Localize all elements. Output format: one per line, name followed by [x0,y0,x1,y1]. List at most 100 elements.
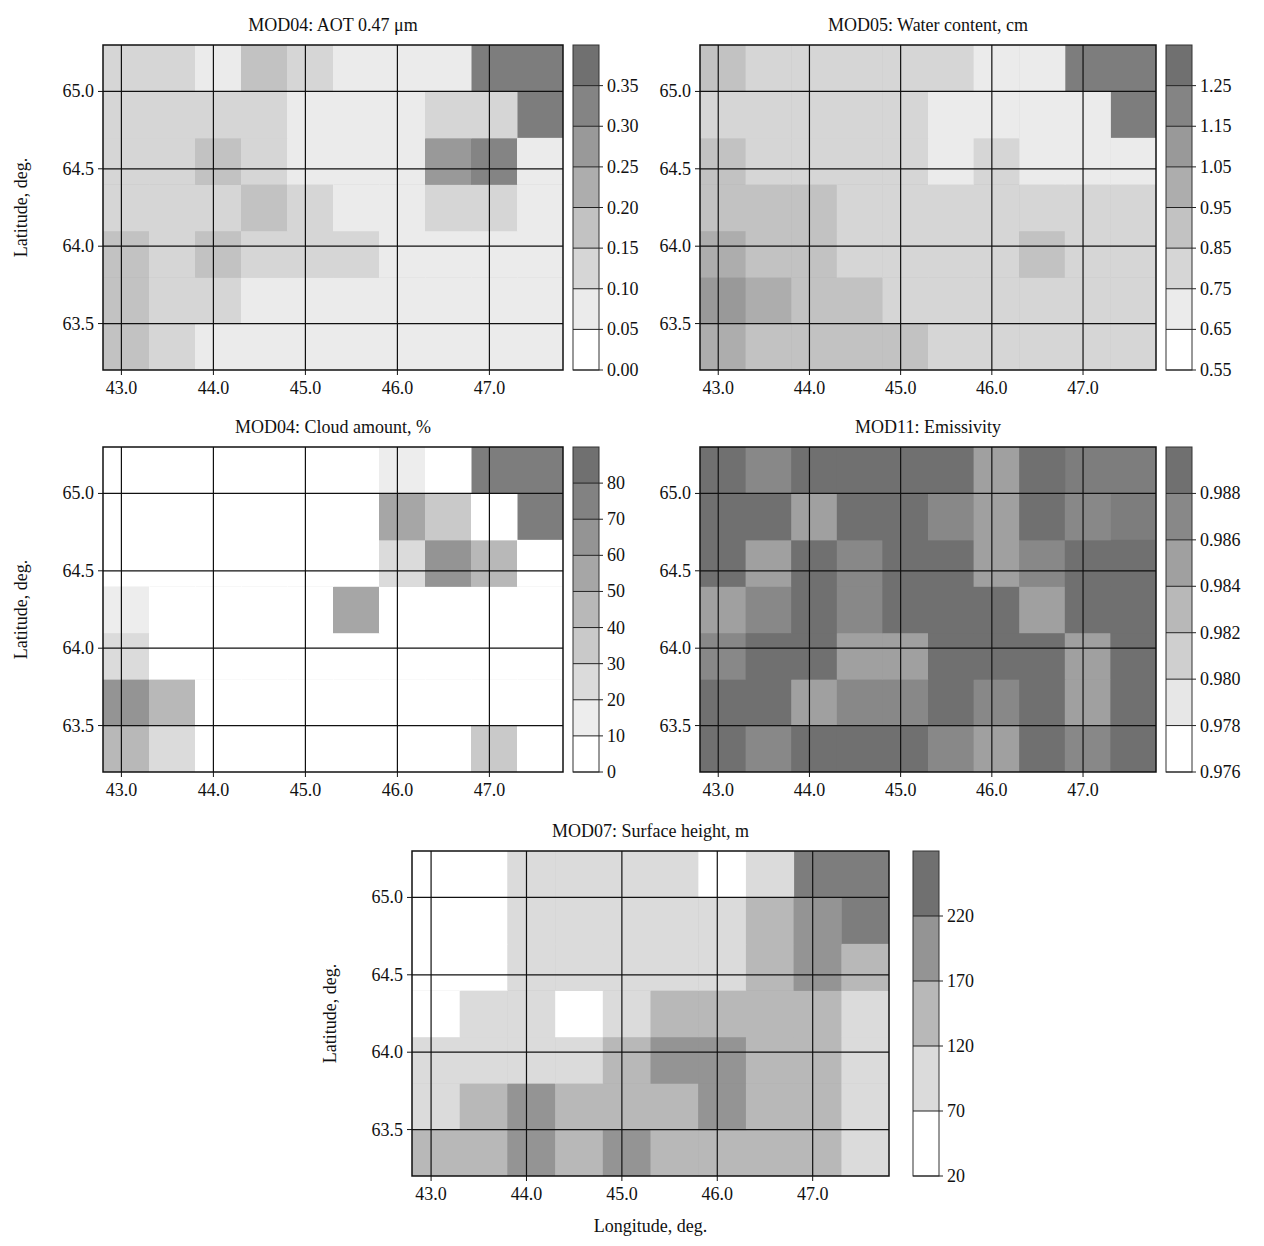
grid-line [213,447,214,772]
y-tick [695,725,700,726]
colorbar-bin [913,981,939,1046]
grid-line [412,974,889,975]
y-tick [98,323,103,324]
grid-line [700,648,1156,649]
colorbar-frame [573,447,599,772]
cell [333,447,380,494]
cell [928,184,974,231]
colorbar-tick [573,248,603,249]
colorbar-tick [1166,126,1196,127]
colorbar-tick-label: 220 [947,906,974,926]
cell [746,184,792,231]
colorbar-tick [573,735,603,736]
grid-line [700,493,1156,494]
colorbar-tick [573,591,603,592]
colorbar-tick-label: 0.986 [1200,530,1241,550]
y-tick-label: 64.0 [660,236,692,256]
colorbar-tick-label: 60 [607,545,625,565]
cell [882,184,928,231]
colorbar-bin [1166,493,1192,539]
no-data-area [103,45,563,370]
cell [651,944,699,991]
cell [195,184,242,231]
cell [746,851,794,898]
cells [700,447,1156,772]
grid-line [103,246,563,247]
x-tick-label: 44.0 [511,1184,543,1204]
colorbar-tick [1166,288,1196,289]
colorbar-frame [913,851,939,1176]
cell [1065,138,1111,185]
cell [1065,679,1111,726]
cell [149,184,196,231]
colorbar-tick [1166,679,1196,680]
x-tick [526,1176,527,1181]
cell [379,231,426,278]
cell [195,679,242,726]
grid-line [103,725,563,726]
cell [287,540,334,587]
x-tick [431,1176,432,1181]
x-tick [900,772,901,777]
x-tick-label: 46.0 [382,378,414,398]
colorbar-tick [1166,539,1196,540]
cell [103,633,150,680]
colorbar-tick [1166,207,1196,208]
colorbar-bin [573,736,599,772]
colorbar-tick [1166,85,1196,86]
cell [195,324,242,370]
colorbar-bin [573,329,599,370]
x-tick [121,370,122,375]
colorbar-tick [573,126,603,127]
cell [791,633,837,680]
colorbar-bin [573,700,599,736]
cell [841,1083,889,1130]
grid-line [213,45,214,370]
colorbar-tick-label: 20 [607,690,625,710]
y-tick-label: 65.0 [63,81,95,101]
colorbar-bin [1166,45,1192,86]
cell [517,138,563,185]
cell [746,45,792,92]
cell [791,91,837,138]
colorbar-tick-label: 1.15 [1200,116,1232,136]
cell [746,1037,794,1084]
colorbar-frame [1166,447,1192,772]
cell [974,138,1020,185]
cell [794,990,842,1037]
cell [195,586,242,633]
grid-line [103,648,563,649]
grid-line [489,447,490,772]
cell [379,679,426,726]
grid-line [430,851,431,1176]
cell [700,540,746,587]
colorbar-tick [913,1111,943,1112]
cell [791,586,837,633]
y-tick-label: 64.0 [372,1042,404,1062]
x-tick-label: 44.0 [198,378,230,398]
y-tick [98,168,103,169]
cell [928,91,974,138]
cell [507,1130,555,1176]
x-tick [718,370,719,375]
cell [241,493,288,540]
cell [149,45,196,92]
y-tick-label: 63.5 [63,716,95,736]
y-tick-label: 63.5 [63,314,95,334]
cell [471,540,518,587]
colorbar-tick [573,555,603,556]
cell [882,231,928,278]
cell [746,990,794,1037]
colorbar-tick [1166,248,1196,249]
cell [603,990,651,1037]
cell [333,138,380,185]
cell [603,897,651,944]
cell [287,45,334,92]
cell [241,679,288,726]
cell [460,851,508,898]
colorbar-tick-label: 0.988 [1200,483,1241,503]
x-tick-label: 43.0 [702,780,734,800]
colorbar-tick [913,981,943,982]
cell [555,944,603,991]
x-tick-label: 45.0 [885,378,917,398]
